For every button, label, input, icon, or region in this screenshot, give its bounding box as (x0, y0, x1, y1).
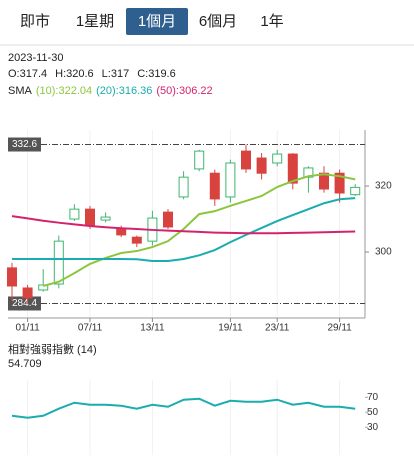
legend-entry: (20):316.36 (96, 85, 153, 97)
candle-body (272, 153, 283, 164)
ohlc-value: O:317.4 (8, 68, 48, 80)
y-tick-label: 320 (375, 181, 392, 192)
candle-body (194, 150, 205, 170)
reference-label-bg (8, 296, 41, 311)
reference-label-bg (8, 137, 41, 152)
rsi-current: 54.709 (8, 358, 42, 370)
ohlc-value: L:317 (101, 68, 130, 80)
legend-title: SMA (8, 85, 32, 97)
legend-entry: (50):306.22 (156, 85, 213, 97)
tab[interactable]: 即市 (20, 13, 50, 30)
candle-body (100, 216, 111, 221)
candle-body (7, 267, 17, 287)
line (11, 397, 356, 419)
candle-body (287, 153, 298, 184)
candle-body (85, 208, 95, 226)
reference-label: 332.6 (12, 139, 37, 150)
ohlc-row: O:317.4 H:320.6 L:317 C:319.6 (8, 68, 180, 80)
x-tick-label: 07/11 (78, 323, 103, 334)
y-tick-label: 50 (367, 407, 379, 418)
line (42, 173, 356, 287)
legend: SMA (10):322.04 (20):316.36 (50):306.22 (8, 85, 213, 97)
y-tick-label: 300 (375, 247, 392, 258)
candle-body (334, 172, 345, 194)
candle-body (53, 240, 64, 285)
candle-body (256, 157, 267, 174)
tab[interactable]: 1個月 (138, 13, 176, 30)
candle-body (225, 162, 236, 198)
candle-body (131, 236, 142, 244)
tab[interactable]: 6個月 (199, 13, 237, 30)
candle-body (69, 208, 80, 220)
tab[interactable]: 1星期 (76, 13, 114, 30)
date: 2023-11-30 (8, 52, 64, 64)
line (12, 197, 356, 262)
legend-entry: (10):322.04 (35, 85, 93, 97)
x-tick-label: 13/11 (140, 323, 165, 334)
candle-body (178, 176, 189, 198)
line (11, 215, 356, 235)
x-tick-label: 29/11 (327, 323, 352, 334)
candle-body (350, 186, 361, 196)
x-tick-label: 19/11 (218, 323, 243, 334)
tab-selected-bg (126, 8, 188, 35)
y-tick-label: 30 (367, 422, 379, 433)
reference-label: 284.4 (12, 298, 37, 309)
y-tick-label: 70 (367, 392, 379, 403)
candle-body (22, 287, 33, 299)
ohlc-value: C:319.6 (137, 68, 176, 80)
x-tick-label: 01/11 (15, 323, 40, 334)
candle-body (241, 150, 251, 170)
tab[interactable]: 1年 (260, 13, 283, 30)
candle-body (163, 211, 173, 228)
x-tick-label: 23/11 (265, 323, 290, 334)
candle-body (209, 172, 220, 200)
rsi-title: 相對強弱指數 (14) (8, 342, 97, 356)
ohlc-value: H:320.6 (55, 68, 94, 80)
candle-body (116, 228, 127, 236)
